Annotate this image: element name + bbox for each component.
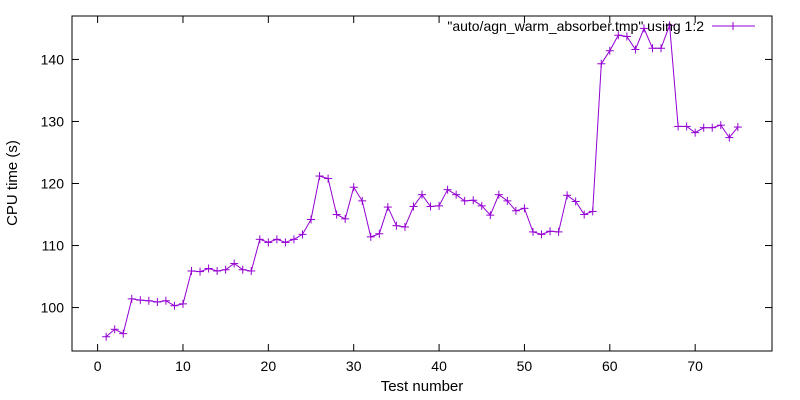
- data-point-marker: [588, 207, 597, 216]
- data-point-marker: [691, 128, 700, 137]
- data-point-marker: [563, 191, 572, 200]
- data-point-marker: [418, 190, 426, 199]
- data-point-marker: [102, 332, 111, 341]
- data-point-marker: [161, 296, 170, 305]
- x-tick-label: 60: [602, 358, 618, 374]
- data-point-marker: [571, 197, 580, 206]
- data-point-marker: [657, 44, 666, 53]
- data-point-marker: [665, 21, 674, 30]
- legend: "auto/agn_warm_absorber.tmp" using 1:2: [447, 18, 755, 34]
- data-point-marker: [639, 24, 648, 33]
- data-point-marker: [221, 265, 230, 274]
- data-point-marker: [494, 190, 503, 199]
- data-point-marker: [400, 222, 409, 231]
- plot-frame: [71, 15, 773, 352]
- x-tick-label: 70: [687, 358, 703, 374]
- y-tick-label: 130: [41, 113, 65, 129]
- data-point-marker: [537, 230, 546, 239]
- series-line: [105, 25, 739, 338]
- data-point-marker: [383, 203, 392, 212]
- data-point-marker: [144, 296, 153, 305]
- data-point-marker: [435, 201, 444, 210]
- data-point-marker: [452, 190, 461, 199]
- data-point-marker: [614, 31, 623, 40]
- y-tick-label: 110: [42, 238, 65, 254]
- data-point-marker: [503, 196, 512, 205]
- data-point-marker: [247, 266, 256, 275]
- x-tick-label: 0: [94, 358, 102, 374]
- data-point-marker: [426, 202, 435, 211]
- data-point-marker: [170, 301, 179, 310]
- data-point-marker: [554, 227, 563, 236]
- data-point-marker: [178, 299, 187, 308]
- data-point-marker: [136, 296, 145, 305]
- x-tick-label: 40: [431, 358, 447, 374]
- data-point-marker: [110, 325, 119, 334]
- data-point-marker: [187, 266, 196, 275]
- x-tick-label: 20: [261, 358, 277, 374]
- y-axis-label: CPU time (s): [4, 140, 21, 226]
- data-point-marker: [307, 215, 316, 224]
- data-point-marker: [546, 227, 555, 236]
- y-tick-label: 140: [41, 51, 65, 67]
- data-point-marker: [349, 183, 358, 192]
- data-point-marker: [699, 123, 708, 132]
- data-point-marker: [213, 266, 222, 275]
- data-point-marker: [597, 59, 606, 68]
- data-point-marker: [324, 174, 333, 183]
- y-tick-label: 120: [41, 176, 65, 192]
- data-point-marker: [119, 329, 128, 338]
- data-point-marker: [631, 45, 640, 54]
- data-point-marker: [358, 196, 367, 205]
- data-point-marker: [682, 122, 691, 131]
- data-point-marker: [725, 133, 734, 142]
- legend-marker-plus: [729, 22, 737, 30]
- data-point-marker: [622, 32, 631, 41]
- data-point-marker: [332, 210, 341, 219]
- data-point-marker: [733, 123, 742, 132]
- data-point-marker: [204, 264, 213, 273]
- data-point-marker: [196, 267, 205, 276]
- data-point-marker: [528, 227, 537, 236]
- y-tick-label: 100: [41, 300, 65, 316]
- data-point-marker: [460, 196, 469, 205]
- data-point-marker: [511, 206, 520, 215]
- data-point-marker: [127, 294, 136, 303]
- data-point-marker: [153, 297, 162, 306]
- x-axis: 0 10 20 30 40 50 60 70: [94, 16, 703, 374]
- data-point-marker: [580, 210, 589, 219]
- data-point-marker: [289, 235, 298, 244]
- x-tick-label: 50: [517, 358, 533, 374]
- data-point-marker: [716, 121, 725, 130]
- data-point-marker: [708, 123, 717, 132]
- data-point-marker: [648, 44, 657, 53]
- data-point-marker: [605, 46, 614, 55]
- data-point-marker: [298, 230, 307, 239]
- data-point-marker: [486, 211, 495, 220]
- data-point-marker: [315, 172, 324, 181]
- data-point-marker: [375, 229, 384, 238]
- data-point-marker: [264, 238, 273, 247]
- data-point-marker: [443, 185, 452, 194]
- data-point-marker: [366, 232, 375, 241]
- x-tick-label: 10: [175, 358, 191, 374]
- data-point-marker: [230, 259, 239, 268]
- data-point-marker: [409, 202, 418, 211]
- data-point-marker: [392, 221, 401, 230]
- data-point-marker: [272, 235, 281, 244]
- data-point-marker: [520, 204, 529, 213]
- data-point-marker: [281, 238, 290, 247]
- x-tick-label: 30: [346, 358, 362, 374]
- data-point-marker: [469, 196, 478, 205]
- data-point-marker: [255, 235, 264, 244]
- y-axis: 100 110 120 130 140: [41, 51, 772, 316]
- data-point-marker: [674, 122, 683, 131]
- x-axis-label: Test number: [381, 378, 464, 395]
- data-point-marker: [238, 265, 247, 274]
- legend-entry-label: "auto/agn_warm_absorber.tmp" using 1:2: [447, 18, 704, 34]
- data-point-marker: [477, 201, 486, 210]
- data-point-marker: [341, 214, 350, 223]
- series-layer: [102, 21, 742, 341]
